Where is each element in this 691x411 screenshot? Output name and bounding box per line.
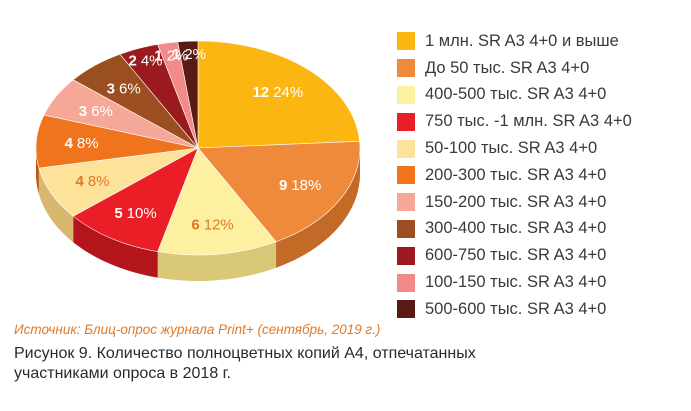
data-label-1: 9 18%: [279, 177, 321, 194]
slice-10: [177, 40, 199, 149]
data-label-6: 3 6%: [79, 103, 113, 120]
data-label-3: 5 10%: [114, 205, 156, 222]
legend-label-4: 50-100 тыс. SR A3 4+0: [425, 139, 598, 158]
slice-1: [197, 140, 361, 243]
figure-caption: Рисунок 9. Количество полноцветных копий…: [14, 345, 476, 382]
legend-swatch-3: [397, 112, 415, 131]
slice-side-1: [276, 148, 360, 268]
legend-item-0: 1 млн. SR A3 4+0 и выше: [397, 28, 687, 55]
legend-label-8: 600-750 тыс. SR A3 4+0: [425, 246, 607, 265]
slice-2: [157, 147, 277, 256]
slice-3: [72, 147, 199, 252]
legend-item-9: 100-150 тыс. SR A3 4+0: [397, 269, 687, 296]
legend-swatch-7: [397, 219, 415, 238]
legend-item-6: 150-200 тыс. SR A3 4+0: [397, 189, 687, 216]
legend-swatch-6: [397, 193, 415, 212]
legend-item-4: 50-100 тыс. SR A3 4+0: [397, 135, 687, 162]
data-label-9: 1 2%: [154, 48, 188, 65]
legend-item-5: 200-300 тыс. SR A3 4+0: [397, 162, 687, 189]
data-label-5: 4 8%: [65, 135, 99, 152]
legend-swatch-9: [397, 273, 415, 292]
legend-swatch-0: [397, 32, 415, 51]
slice-0: [197, 40, 361, 149]
legend-item-10: 500-600 тыс. SR A3 4+0: [397, 296, 687, 323]
legend-label-5: 200-300 тыс. SR A3 4+0: [425, 165, 607, 184]
legend-label-9: 100-150 тыс. SR A3 4+0: [425, 273, 607, 292]
legend-label-10: 500-600 тыс. SR A3 4+0: [425, 299, 607, 318]
pie-slices: [35, 40, 361, 256]
legend-item-2: 400-500 тыс. SR A3 4+0: [397, 82, 687, 109]
data-label-10: 1 2%: [172, 46, 206, 63]
legend-swatch-10: [397, 300, 415, 319]
legend-label-3: 750 тыс. -1 млн. SR A3 4+0: [425, 112, 632, 131]
data-label-0: 12 24%: [252, 84, 303, 101]
legend-label-7: 300-400 тыс. SR A3 4+0: [425, 219, 607, 238]
legend-label-0: 1 млн. SR A3 4+0 и выше: [425, 31, 619, 50]
legend-swatch-1: [397, 59, 415, 78]
legend-label-2: 400-500 тыс. SR A3 4+0: [425, 85, 607, 104]
legend-label-1: До 50 тыс. SR A3 4+0: [425, 58, 590, 77]
legend-swatch-4: [397, 139, 415, 158]
legend-swatch-2: [397, 85, 415, 104]
data-label-2: 6 12%: [191, 216, 233, 233]
legend: 1 млн. SR A3 4+0 и выше До 50 тыс. SR A3 …: [397, 28, 687, 323]
slice-side-4: [38, 168, 74, 243]
data-label-7: 3 6%: [107, 81, 141, 98]
legend-swatch-5: [397, 166, 415, 185]
data-label-4: 4 8%: [75, 173, 109, 190]
slice-side-2: [157, 241, 277, 281]
legend-item-7: 300-400 тыс. SR A3 4+0: [397, 216, 687, 243]
pie-sides: [36, 148, 360, 281]
pie-data-labels: 12 24%9 18%6 12%5 10%4 8%4 8%3 6%3 6%2 4%1 2%1 2%: [65, 46, 322, 233]
source-note: Источник: Блиц-опрос журнала Print+ (сен…: [14, 322, 381, 337]
legend-label-6: 150-200 тыс. SR A3 4+0: [425, 192, 607, 211]
data-label-8: 2 4%: [128, 53, 162, 70]
legend-item-1: До 50 тыс. SR A3 4+0: [397, 55, 687, 82]
legend-swatch-8: [397, 246, 415, 265]
slice-side-3: [73, 216, 158, 278]
legend-item-3: 750 тыс. -1 млн. SR A3 4+0: [397, 108, 687, 135]
legend-item-8: 600-750 тыс. SR A3 4+0: [397, 242, 687, 269]
